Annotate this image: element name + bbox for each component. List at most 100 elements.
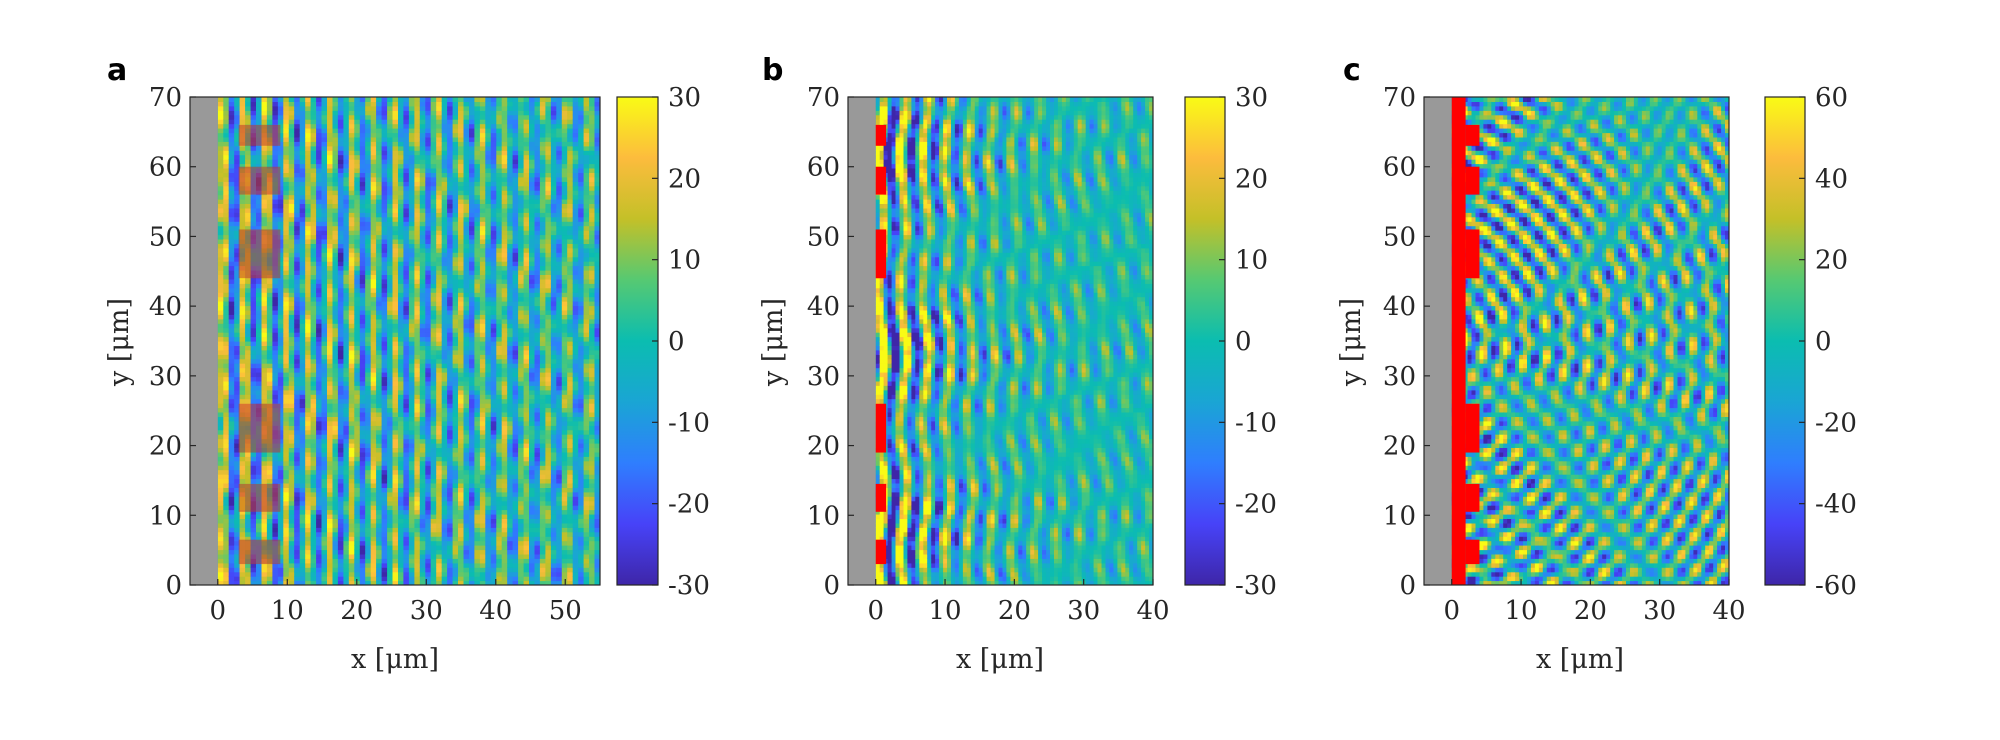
field-cell xyxy=(392,225,399,231)
field-cell xyxy=(447,168,454,173)
field-cell xyxy=(239,301,246,307)
field-cell xyxy=(452,123,459,129)
field-cell xyxy=(370,496,377,502)
field-cell xyxy=(223,509,230,515)
field-cell xyxy=(234,199,241,204)
field-cell xyxy=(408,123,415,129)
field-cell xyxy=(305,132,312,138)
field-cell xyxy=(381,234,388,240)
field-cell xyxy=(228,181,235,187)
field-cell xyxy=(283,128,290,134)
field-cell xyxy=(436,247,443,253)
field-cell xyxy=(441,518,448,524)
field-cell xyxy=(425,141,432,147)
field-cell xyxy=(337,518,344,524)
field-cell xyxy=(392,185,399,191)
field-cell xyxy=(294,270,301,275)
field-cell xyxy=(277,447,284,453)
field-cell xyxy=(250,389,257,395)
field-cell xyxy=(343,274,350,280)
field-cell xyxy=(266,163,273,169)
field-cell xyxy=(228,287,235,293)
field-cell xyxy=(327,97,334,102)
field-cell xyxy=(299,207,306,213)
field-cell xyxy=(234,270,241,275)
field-cell xyxy=(299,305,306,311)
field-cell xyxy=(239,562,246,568)
field-cell xyxy=(256,225,263,231)
field-cell xyxy=(272,576,279,582)
field-cell xyxy=(316,438,323,444)
field-cell xyxy=(223,372,230,378)
field-cell xyxy=(337,394,344,400)
field-cell xyxy=(425,265,432,271)
field-cell xyxy=(343,443,350,448)
field-cell xyxy=(370,412,377,417)
field-cell xyxy=(370,536,377,542)
field-cell xyxy=(327,412,334,417)
field-cell xyxy=(261,203,268,209)
field-cell xyxy=(327,407,334,413)
field-cell xyxy=(239,110,246,116)
field-cell xyxy=(294,309,301,315)
field-cell xyxy=(348,172,355,178)
field-cell xyxy=(256,527,263,533)
field-cell xyxy=(299,123,306,129)
field-cell xyxy=(316,518,323,524)
field-cell xyxy=(250,327,257,333)
field-cell xyxy=(316,345,323,351)
field-cell xyxy=(256,163,263,169)
field-cell xyxy=(398,136,405,142)
field-cell xyxy=(365,509,372,515)
field-cell xyxy=(283,265,290,271)
field-cell xyxy=(365,296,372,302)
field-cell xyxy=(452,141,459,147)
field-cell xyxy=(288,97,295,102)
field-cell xyxy=(343,199,350,204)
field-cell xyxy=(337,549,344,555)
field-cell xyxy=(234,128,241,134)
field-cell xyxy=(408,114,415,120)
field-cell xyxy=(288,385,295,391)
field-cell xyxy=(234,301,241,307)
field-cell xyxy=(403,150,410,156)
field-cell xyxy=(223,580,230,585)
field-cell xyxy=(359,128,366,134)
field-cell xyxy=(381,478,388,484)
field-cell xyxy=(256,323,263,329)
field-cell xyxy=(359,483,366,488)
field-cell xyxy=(294,278,301,284)
field-cell xyxy=(370,278,377,284)
field-cell xyxy=(458,496,465,502)
field-cell xyxy=(348,367,355,373)
field-cell xyxy=(299,407,306,413)
field-cell xyxy=(348,190,355,196)
field-cell xyxy=(354,261,361,267)
field-cell xyxy=(441,514,448,519)
field-cell xyxy=(452,372,459,378)
field-cell xyxy=(327,354,334,360)
field-cell xyxy=(430,207,437,213)
field-cell xyxy=(387,216,394,222)
field-cell xyxy=(359,181,366,187)
field-cell xyxy=(398,278,405,284)
field-cell xyxy=(266,460,273,466)
field-cell xyxy=(359,478,366,484)
field-cell xyxy=(370,474,377,480)
field-cell xyxy=(359,256,366,262)
field-cell xyxy=(223,176,230,182)
field-cell xyxy=(234,500,241,506)
field-cell xyxy=(217,97,224,102)
field-cell xyxy=(272,527,279,533)
field-cell xyxy=(337,172,344,178)
field-cell xyxy=(354,141,361,147)
field-cell xyxy=(299,540,306,546)
field-cell xyxy=(398,110,405,116)
field-cell xyxy=(452,451,459,457)
field-cell xyxy=(234,380,241,386)
field-cell xyxy=(299,221,306,227)
field-cell xyxy=(447,270,454,275)
field-cell xyxy=(272,460,279,466)
field-cell xyxy=(392,407,399,413)
field-cell xyxy=(321,301,328,307)
